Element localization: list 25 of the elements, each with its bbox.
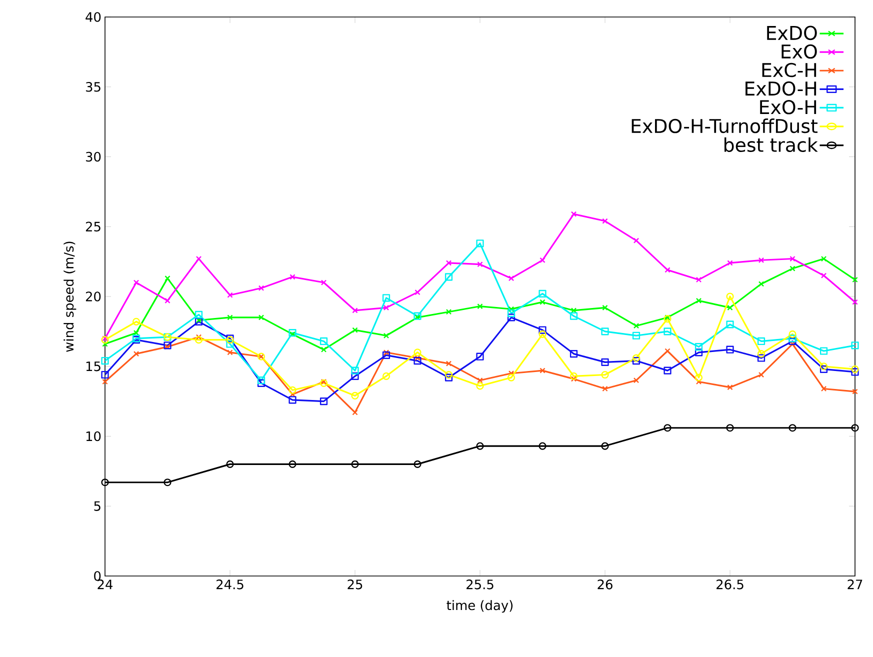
x-tick-label: 27 bbox=[848, 580, 862, 590]
x-tick-label: 24 bbox=[98, 580, 113, 590]
x-axis-title: time (day) bbox=[446, 600, 513, 613]
y-tick-label: 30 bbox=[86, 152, 101, 162]
x-tick-label: 25 bbox=[348, 580, 362, 590]
y-tick-label: 25 bbox=[86, 222, 100, 232]
legend-label: ExO-H bbox=[760, 100, 816, 114]
y-tick-label: 0 bbox=[94, 571, 101, 581]
y-tick-label: 5 bbox=[94, 501, 100, 511]
y-tick-label: 40 bbox=[86, 12, 101, 22]
legend-label: ExDO-H-TurnoffDust bbox=[632, 118, 818, 134]
y-tick-label: 35 bbox=[86, 82, 100, 92]
y-tick-label: 20 bbox=[86, 292, 101, 302]
x-tick-label: 24.5 bbox=[216, 580, 244, 590]
y-tick-label: 15 bbox=[86, 362, 100, 372]
legend-label: ExC-H bbox=[762, 62, 816, 78]
legend-label: ExO bbox=[782, 44, 817, 59]
legend-label: best track bbox=[724, 137, 818, 152]
y-axis-title: wind speed (m/s) bbox=[64, 242, 76, 352]
y-tick-label: 10 bbox=[86, 431, 101, 442]
x-tick-label: 25.5 bbox=[466, 580, 494, 590]
legend-label: ExDO bbox=[767, 26, 817, 40]
legend-label: ExDO-H bbox=[746, 81, 816, 96]
x-tick-label: 26 bbox=[598, 580, 612, 590]
x-tick-label: 26.5 bbox=[716, 580, 744, 590]
